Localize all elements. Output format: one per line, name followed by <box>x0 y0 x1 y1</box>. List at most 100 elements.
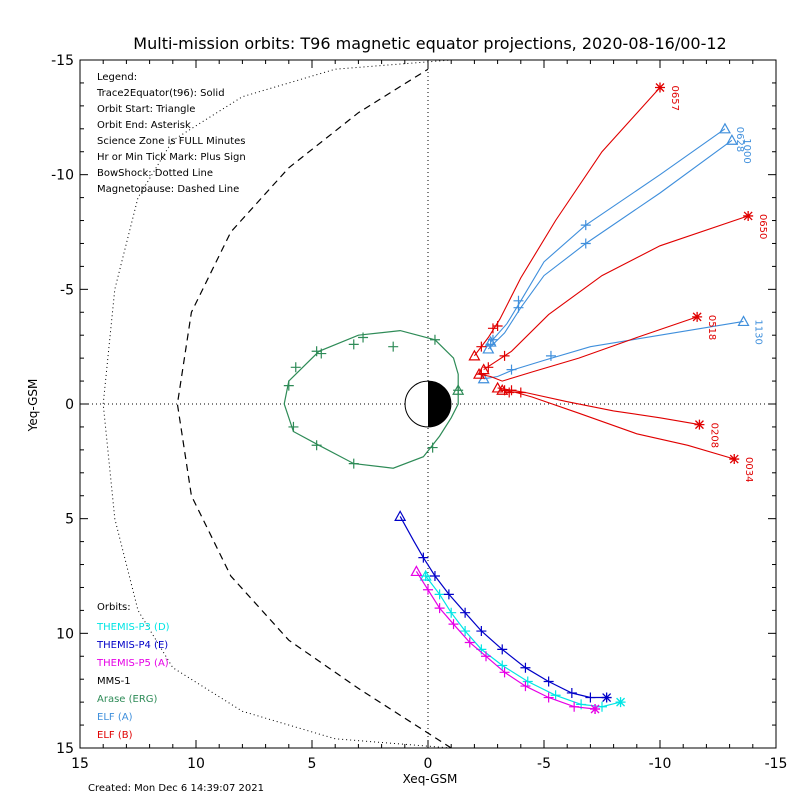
orbit-line <box>473 87 661 357</box>
series-themis-p4-e- <box>394 510 612 703</box>
orbit-end-asterisk <box>692 311 703 322</box>
tick-mark <box>429 571 440 581</box>
y-tick-label: -5 <box>60 282 74 298</box>
tick-mark <box>522 676 533 687</box>
orbit-time-label: 0650 <box>757 214 768 239</box>
orbit-end-asterisk <box>615 697 626 708</box>
tick-mark <box>460 626 471 637</box>
series-themis-p3-d- <box>419 569 626 712</box>
created-stamp: Created: Mon Dec 6 14:39:07 2021 <box>88 783 264 794</box>
orbit-time-label: 1130 <box>753 319 764 344</box>
legend-line: BowShock: Dotted Line <box>97 168 213 179</box>
tick-mark <box>520 662 531 673</box>
orbit-line <box>415 571 596 710</box>
tick-mark <box>429 334 440 345</box>
orbit-end-asterisk <box>729 454 740 465</box>
x-tick-label: 10 <box>187 756 205 772</box>
orbit-time-label: 0628 <box>734 127 745 152</box>
earth-nightside <box>428 381 451 427</box>
legend: Legend: Trace2Equator(t96): Solid Orbit St… <box>96 72 246 741</box>
tick-mark <box>506 385 517 396</box>
orbit-legend-entry: ELF (A) <box>97 712 133 723</box>
legend-line: Science Zone is FULL Minutes <box>97 136 246 147</box>
y-tick-label: -10 <box>51 168 74 184</box>
orbit-line <box>483 320 744 380</box>
orbit-start-triangle <box>496 384 509 395</box>
orbit-legend-entry: Arase (ERG) <box>97 694 158 705</box>
orbit-legend-entry: THEMIS-P4 (E) <box>96 640 168 651</box>
orbit-legend-entry: ELF (B) <box>97 730 133 741</box>
tick-mark <box>545 350 556 361</box>
y-tick-label: 15 <box>56 741 74 757</box>
x-axis-label: Xeq-GSM <box>403 772 458 786</box>
magnetopause-line <box>176 68 452 749</box>
tick-mark <box>597 701 607 712</box>
orbit-line <box>283 329 459 469</box>
tick-mark <box>443 589 454 600</box>
orbit-start-triangle <box>468 349 481 361</box>
series-arase-erg- <box>283 329 465 469</box>
x-tick-label: 0 <box>424 756 433 772</box>
orbit-line <box>478 316 698 382</box>
legend-line: Orbit End: Asterisk <box>97 120 191 131</box>
orbit-line <box>483 215 749 371</box>
tick-mark <box>460 607 471 618</box>
tick-mark <box>348 339 359 350</box>
tick-mark <box>388 341 399 352</box>
orbit-legend-entry: THEMIS-P3 (D) <box>96 622 170 633</box>
orbit-line <box>399 516 607 699</box>
orbit-line <box>490 128 726 343</box>
tick-mark <box>543 676 554 687</box>
tick-mark <box>569 701 580 712</box>
orbit-line <box>497 387 700 426</box>
y-tick-label: 10 <box>56 626 74 642</box>
tick-mark <box>476 369 487 380</box>
chart-title: Multi-mission orbits: T96 magnetic equat… <box>133 34 726 53</box>
orbit-start-triangle <box>491 381 504 393</box>
tick-mark <box>485 339 496 350</box>
series-elf-b-: 0657 0650 0518 0208 0034 <box>468 82 768 482</box>
tick-mark <box>499 350 510 361</box>
tick-mark <box>283 380 294 391</box>
tick-mark <box>348 458 359 469</box>
x-tick-label: -15 <box>765 756 788 772</box>
orbit-start-triangle <box>394 510 407 521</box>
tick-mark <box>446 607 457 618</box>
tick-mark <box>476 341 487 352</box>
tick-mark <box>418 552 429 563</box>
tick-mark <box>358 332 369 343</box>
orbit-time-label: 0034 <box>743 457 754 482</box>
tick-mark <box>434 603 445 614</box>
tick-mark <box>288 421 299 432</box>
legend-line: Legend: <box>97 72 137 83</box>
boundaries <box>102 59 579 749</box>
tick-mark <box>580 220 591 231</box>
orbit-start-triangle <box>419 569 432 581</box>
tick-mark <box>476 626 487 637</box>
legend-line: Hr or Min Tick Mark: Plus Sign <box>97 152 246 163</box>
legend-line: Orbit Start: Triangle <box>97 104 195 115</box>
tick-mark <box>506 364 517 375</box>
tick-mark <box>311 346 322 357</box>
tick-mark <box>427 442 438 453</box>
y-tick-label: -15 <box>51 53 74 69</box>
tick-mark <box>585 692 596 703</box>
orbit-start-triangle <box>452 384 465 395</box>
tick-mark <box>504 387 515 398</box>
y-axis-label: Yeq-GSM <box>26 379 40 433</box>
tick-mark <box>311 440 322 451</box>
orbits-header: Orbits: <box>97 602 131 613</box>
series-themis-p5-a- <box>410 565 601 715</box>
orbit-end-asterisk <box>743 210 754 221</box>
tick-mark <box>487 334 498 345</box>
orbit-start-triangle <box>410 565 423 577</box>
orbit-legend-entry: THEMIS-P5 (A) <box>96 658 169 669</box>
tick-mark <box>492 321 503 332</box>
tick-mark <box>543 692 554 703</box>
tick-mark <box>520 681 531 692</box>
y-tick-label: 0 <box>65 397 74 413</box>
orbit-end-asterisk <box>601 692 612 703</box>
tick-mark <box>497 644 508 655</box>
